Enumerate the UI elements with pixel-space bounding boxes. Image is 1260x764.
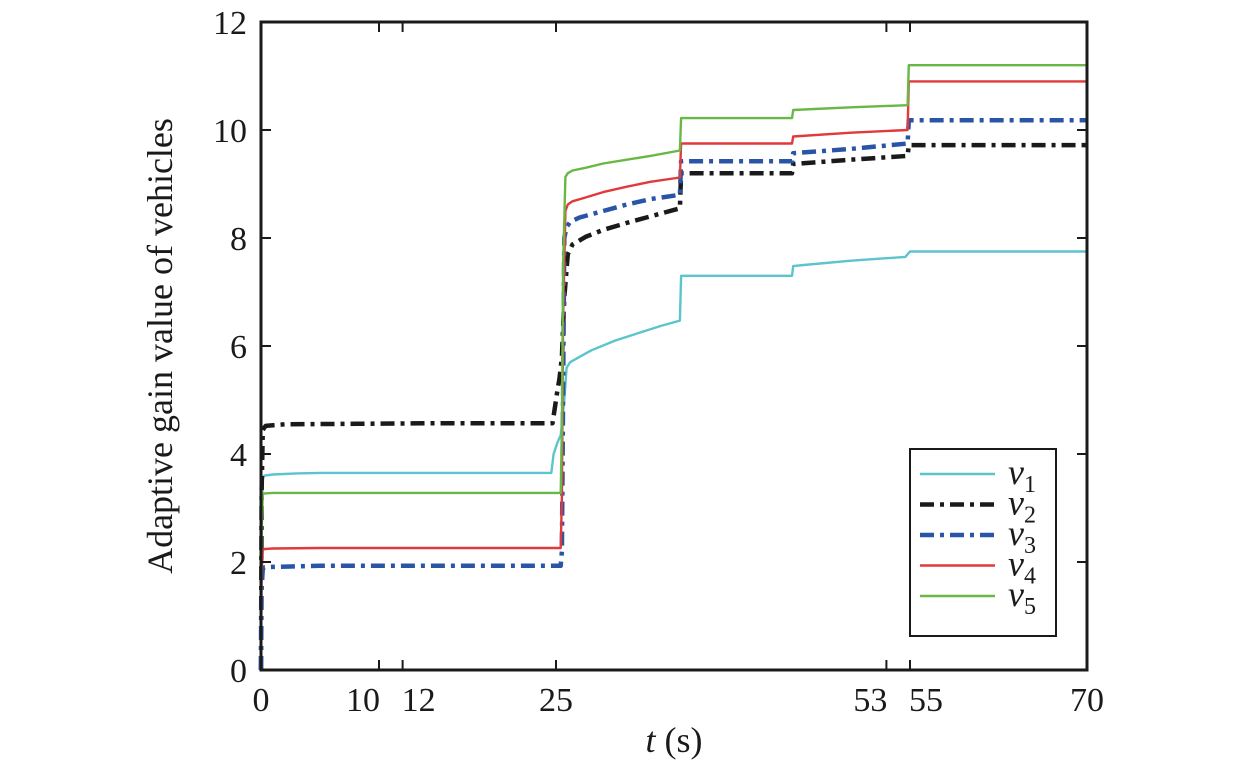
plot-lines (258, 63, 1087, 671)
y-tick-label: 0 (230, 653, 247, 690)
series-line-v1 (259, 250, 1087, 671)
series-line-v4 (259, 80, 1087, 671)
x-axis-title: t (s) (645, 720, 702, 760)
x-tick-label: 10 (346, 682, 380, 719)
legend-label-v1: v1 (1008, 452, 1036, 498)
y-tick-label: 6 (230, 329, 247, 366)
x-tick-label: 53 (853, 682, 887, 719)
x-axis-variable: t (645, 720, 656, 760)
x-tick-label: 25 (539, 682, 573, 719)
x-tick-label: 55 (909, 682, 943, 719)
legend-label-v2: v2 (1008, 483, 1036, 529)
y-tick-label: 10 (213, 113, 247, 150)
y-tick-label: 2 (230, 545, 247, 582)
legend-box (909, 448, 1057, 637)
x-axis-unit: (s) (656, 720, 703, 760)
series-line-v2 (258, 142, 1087, 671)
legend-label-v3: v3 (1008, 513, 1036, 559)
axis-tick-labels: 0 10 12 25 53 55 70 0 2 4 6 8 10 12 (213, 5, 1104, 719)
y-tick-label: 12 (213, 5, 247, 42)
series-line-v3 (258, 118, 1087, 671)
x-tick-label: 0 (253, 682, 270, 719)
legend-label-v5: v5 (1008, 574, 1036, 620)
y-tick-label: 8 (230, 221, 247, 258)
y-axis-title: Adaptive gain value of vehicles (140, 118, 180, 574)
series-line-v5 (259, 63, 1087, 671)
x-tick-label: 70 (1070, 682, 1104, 719)
legend-label-v4: v4 (1008, 544, 1036, 590)
axis-ticks (260, 21, 1088, 671)
y-tick-label: 4 (230, 437, 247, 474)
x-tick-label: 12 (402, 682, 436, 719)
